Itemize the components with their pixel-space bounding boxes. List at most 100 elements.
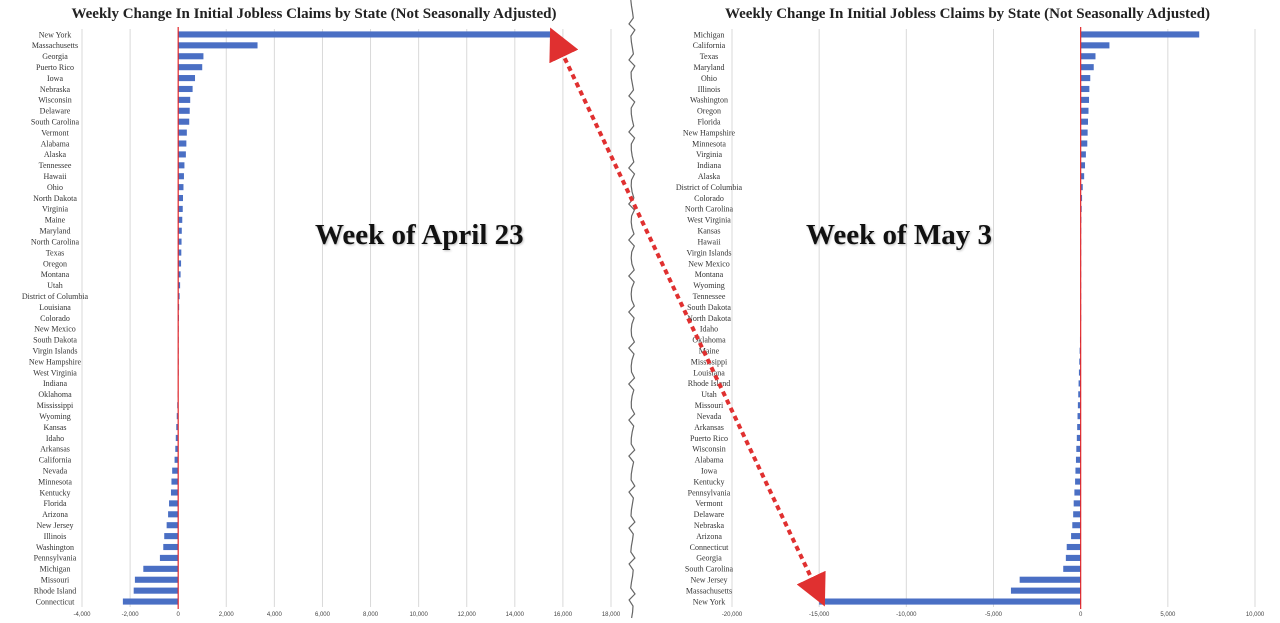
right-bar [1077,424,1081,431]
right-tick-label: -20,000 [722,612,743,618]
right-bar [1080,140,1088,147]
left-bar [176,413,179,420]
left-tick-label: 12,000 [458,612,477,618]
left-bar [176,424,179,431]
right-week-label: Week of May 3 [806,219,993,251]
right-bar [1078,391,1081,398]
left-category-label: Wyoming [39,412,71,421]
right-category-label: New Hampshire [683,128,736,137]
left-bar [178,85,193,93]
left-bar [178,271,181,278]
left-tick-label: 6,000 [315,612,331,618]
left-category-label: Kansas [43,423,66,432]
left-category-label: Louisiana [39,303,71,312]
left-category-label: Nevada [43,466,68,475]
right-category-label: Mississippi [691,357,728,366]
right-tick-label: 10,000 [1246,612,1265,618]
right-category-label: Maryland [693,63,724,72]
right-category-label: Connecticut [690,543,729,552]
right-category-label: Washington [690,96,728,105]
right-category-label: Oklahoma [692,336,726,345]
right-category-label: New Jersey [690,576,727,585]
left-bar [166,522,179,529]
left-bar [178,238,182,245]
right-bar [1080,42,1110,49]
left-category-label: Ohio [47,183,63,192]
left-category-label: Texas [46,248,65,257]
left-category-label: Michigan [40,565,71,574]
right-category-label: Montana [695,270,724,279]
left-category-label: Puerto Rico [36,63,74,72]
left-category-label: Iowa [47,74,63,83]
left-category-label: West Virginia [33,368,77,377]
right-category-label: Wisconsin [692,445,725,454]
right-bar [1080,64,1094,71]
left-category-label: Hawaii [43,172,67,181]
left-category-label: Virgin Islands [33,347,78,356]
left-bar [178,64,203,71]
left-category-label: Utah [47,281,63,290]
right-tick-label: -15,000 [809,612,830,618]
left-category-label: South Dakota [33,336,77,345]
left-bar [170,489,179,496]
left-bar [178,216,183,223]
left-category-label: Alaska [44,150,67,159]
right-category-label: Illinois [698,85,721,94]
right-category-label: Delaware [694,510,725,519]
left-tick-label: 10,000 [409,612,428,618]
left-category-label: Tennessee [39,161,72,170]
left-bar [178,129,187,136]
right-bar [1077,413,1081,420]
left-category-label: Mississippi [37,401,74,410]
right-bar [1080,75,1091,82]
left-week-label: Week of April 23 [315,219,524,251]
right-bar-chart: Michigan California Texas Maryland Ohio Illin… [676,27,1265,618]
left-bar [178,162,185,169]
right-bar [1019,576,1081,583]
left-bar [174,456,179,463]
left-category-label: Maryland [39,227,70,236]
right-tick-label: -5,000 [985,612,1003,618]
left-tick-label: 4,000 [267,612,283,618]
right-category-label: New York [693,597,725,606]
left-category-label: South Carolina [31,117,80,126]
left-category-label: Idaho [46,434,64,443]
left-category-label: Connecticut [36,597,75,606]
right-tick-label: -10,000 [896,612,917,618]
right-category-label: Michigan [694,30,725,39]
left-bar [178,31,554,38]
left-bar [178,151,186,158]
right-category-label: Hawaii [697,237,721,246]
left-category-label: Florida [43,499,67,508]
left-tick-label: -2,000 [122,612,140,618]
left-category-label: Missouri [41,576,70,585]
right-bar [1079,358,1081,365]
right-bar [1078,369,1081,376]
left-bar [178,118,190,125]
left-category-label: Vermont [41,128,69,137]
right-bar [1076,434,1081,442]
left-tick-label: 8,000 [363,612,379,618]
right-category-label: Florida [697,117,721,126]
left-tick-label: 14,000 [506,612,525,618]
left-category-label: Rhode Island [34,586,76,595]
right-bar [1010,587,1081,594]
right-bar [1076,445,1081,452]
left-tick-label: 18,000 [602,612,621,618]
right-bar [1080,173,1085,180]
left-bar [178,96,191,103]
right-bar [1063,565,1081,572]
right-bar [1066,543,1081,551]
left-category-label: Massachusetts [32,41,78,50]
right-category-label: Virginia [696,150,722,159]
left-category-label: Maine [45,216,66,225]
left-bar [178,184,184,191]
left-category-label: Kentucky [39,488,70,497]
left-category-label: Oregon [43,259,67,268]
left-bar [178,194,183,202]
right-category-label: North Dakota [687,314,731,323]
right-bar [1080,96,1090,103]
right-category-label: District of Columbia [676,183,743,192]
left-bar [133,587,179,594]
right-category-label: Oregon [697,107,721,116]
